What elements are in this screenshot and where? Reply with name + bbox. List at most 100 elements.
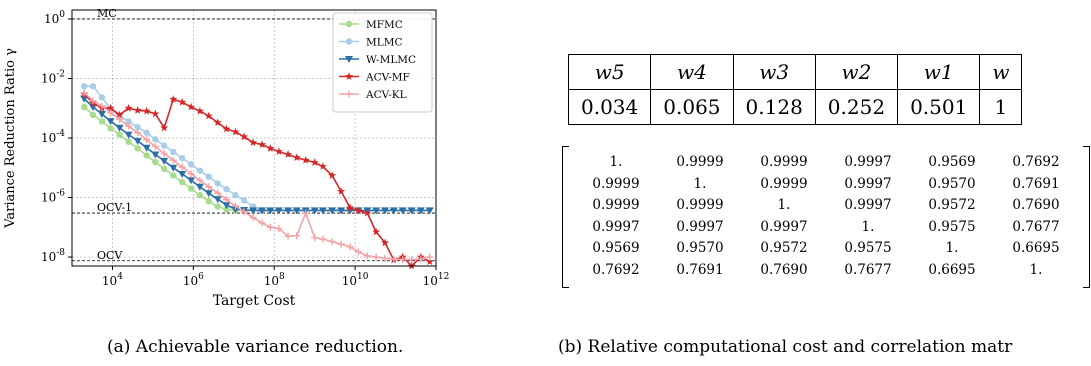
data-point-w-mlmc <box>142 144 151 152</box>
data-point-acv-mf <box>213 118 222 126</box>
series-line-acv-kl <box>83 92 430 261</box>
correlation-cell: 0.9570 <box>928 175 976 192</box>
correlation-cell: 0.7677 <box>1012 218 1060 235</box>
data-point-mfmc <box>125 138 132 145</box>
correlation-cell: 0.6695 <box>928 261 976 278</box>
data-point-w-mlmc <box>416 207 425 215</box>
data-point-w-mlmc <box>381 207 390 215</box>
data-point-w-mlmc <box>222 202 231 210</box>
reference-label: MC <box>97 7 117 20</box>
data-point-acv-mf <box>425 257 434 265</box>
series-line-acv-mf <box>83 93 431 268</box>
data-point-acv-kl <box>169 156 177 164</box>
data-point-acv-kl <box>214 189 222 197</box>
correlation-cell: 0.9572 <box>928 197 976 213</box>
data-point-acv-mf <box>187 102 196 111</box>
left-bracket <box>562 146 569 288</box>
correlation-cell: 0.7690 <box>1012 197 1060 213</box>
legend-label-mlmc: MLMC <box>366 37 403 49</box>
data-point-acv-kl <box>240 208 248 216</box>
data-point-w-mlmc <box>169 164 178 172</box>
y-tick-label: 10-8 <box>41 248 65 264</box>
cost-header-row: w5 w4 w3 w2 w1 w <box>567 54 1023 90</box>
data-point-mlmc <box>98 94 106 101</box>
cost-header-cell: w4 <box>650 54 734 90</box>
data-point-mlmc <box>170 148 177 156</box>
data-point-mfmc <box>152 158 159 166</box>
series-mlmc <box>80 83 266 214</box>
series-layer <box>80 83 434 270</box>
correlation-cell: 1. <box>945 240 959 256</box>
data-point-w-mlmc <box>274 207 283 215</box>
data-point-mfmc <box>178 178 186 186</box>
data-point-acv-kl <box>143 136 151 144</box>
correlation-cell: 0.7692 <box>1012 154 1060 170</box>
data-point-w-mlmc <box>292 207 301 215</box>
data-point-mfmc <box>89 111 97 119</box>
data-point-w-mlmc <box>310 207 319 215</box>
x-tick-label: 1010 <box>342 272 369 288</box>
correlation-cell: 0.9575 <box>844 240 892 256</box>
data-point-acv-kl <box>293 232 301 240</box>
data-point-w-mlmc <box>249 207 258 215</box>
legend-marker-mfmc <box>345 20 353 28</box>
series-acv-kl <box>80 89 434 264</box>
data-point-w-mlmc <box>178 170 187 178</box>
data-point-acv-kl <box>134 129 142 137</box>
correlation-cell: 0.7690 <box>760 261 808 278</box>
data-point-acv-mf <box>381 238 389 247</box>
legend-marker-acv-mf <box>345 72 353 80</box>
series-acv-mf <box>80 89 434 270</box>
data-point-acv-mf <box>142 106 151 115</box>
right-bracket <box>1083 146 1090 288</box>
data-point-w-mlmc <box>204 190 213 198</box>
data-point-acv-mf <box>195 106 204 115</box>
data-point-w-mlmc <box>407 207 416 215</box>
x-tick-label: 1012 <box>423 272 450 288</box>
data-point-acv-kl <box>89 97 97 105</box>
data-point-acv-mf <box>160 123 169 132</box>
data-point-acv-kl <box>222 196 230 204</box>
data-point-acv-mf <box>372 227 381 236</box>
data-point-mfmc <box>214 203 221 210</box>
data-point-mlmc <box>214 180 221 187</box>
cost-header-cell: w2 <box>814 54 899 90</box>
data-point-w-mlmc <box>389 207 398 215</box>
data-point-acv-mf <box>328 171 337 179</box>
x-tick-label: 104 <box>102 272 123 288</box>
data-point-acv-kl <box>390 255 398 263</box>
data-point-mlmc <box>152 136 159 143</box>
correlation-cell: 1. <box>1029 261 1043 278</box>
cost-value-cell: 0.065 <box>650 89 734 125</box>
correlation-cell: 0.9999 <box>676 154 724 170</box>
data-point-mfmc <box>116 131 123 138</box>
data-point-acv-kl <box>107 109 115 117</box>
data-point-w-mlmc <box>151 151 160 159</box>
data-point-acv-mf <box>363 208 372 217</box>
data-point-acv-mf <box>231 127 240 136</box>
data-point-w-mlmc <box>318 207 327 215</box>
data-point-acv-mf <box>284 150 293 158</box>
data-point-acv-kl <box>399 255 407 263</box>
correlation-cell: 0.9569 <box>592 240 640 256</box>
legend-label-w-mlmc: W-MLMC <box>366 54 416 66</box>
cost-value-cell: 1 <box>979 89 1023 125</box>
series-line-w-mlmc <box>83 98 430 212</box>
data-point-w-mlmc <box>80 95 89 103</box>
correlation-grid: 1. 0.9999 0.9999 0.9997 0.9569 0.7692 0.9999 1.… <box>574 152 1078 281</box>
data-point-w-mlmc <box>258 207 267 215</box>
reference-label: OCV-1 <box>97 201 132 214</box>
data-point-mlmc <box>223 186 230 193</box>
data-point-acv-kl <box>354 248 362 256</box>
data-point-acv-kl <box>196 176 204 184</box>
data-point-acv-mf <box>204 111 213 120</box>
data-point-mfmc <box>170 172 177 179</box>
data-point-w-mlmc <box>398 207 407 215</box>
correlation-cell: 0.7691 <box>1012 175 1060 192</box>
data-point-acv-mf <box>301 156 310 164</box>
relative-cost-table: w5 w4 w3 w2 w1 w 0.034 0.065 0.128 0.252 0.501 1 <box>567 54 1023 125</box>
cost-value-cell: 0.252 <box>814 89 899 125</box>
series-w-mlmc <box>80 95 434 215</box>
data-point-w-mlmc <box>195 183 204 191</box>
data-point-mlmc <box>196 167 204 174</box>
